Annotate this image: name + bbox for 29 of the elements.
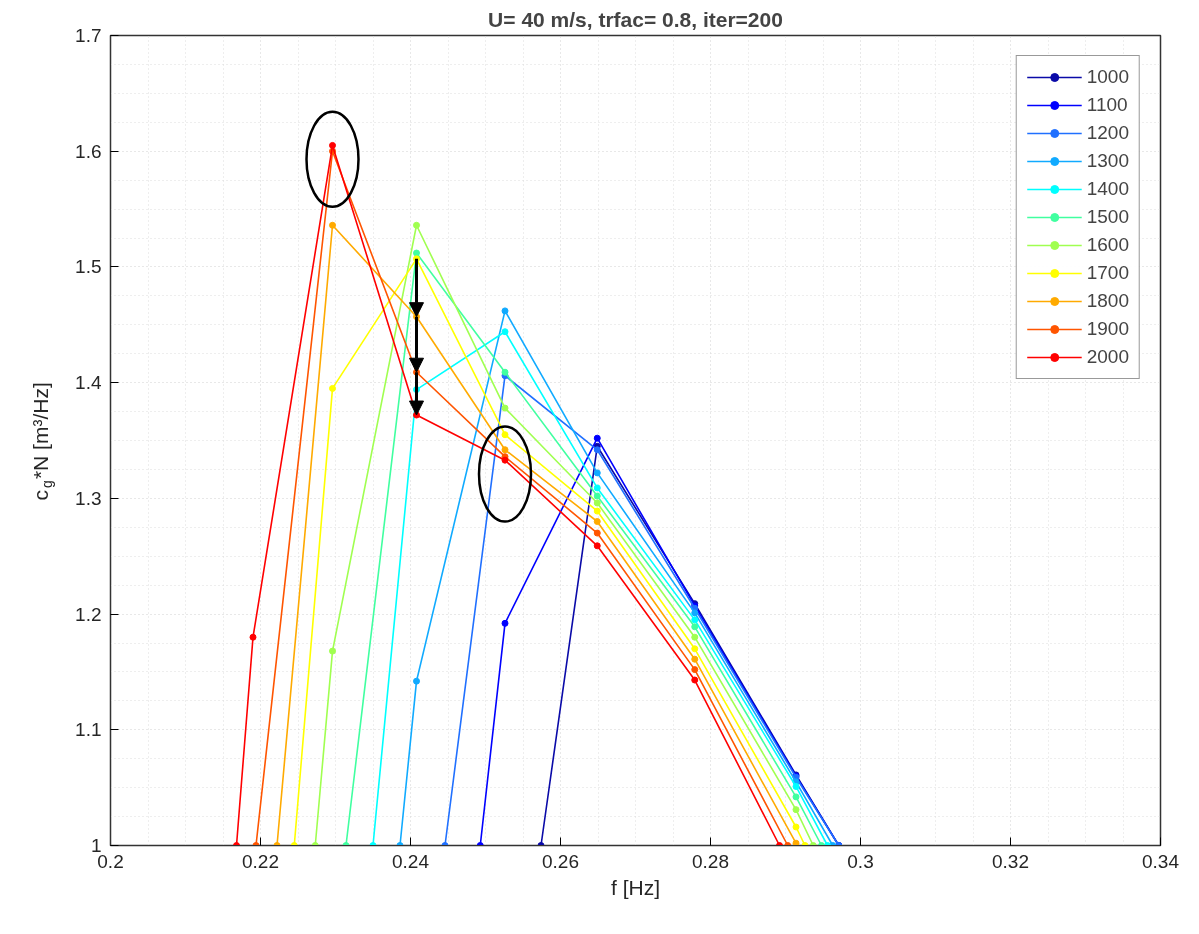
legend-label: 1400 xyxy=(1086,178,1129,200)
chart-title: U= 40 m/s, trfac= 0.8, iter=200 xyxy=(488,7,783,31)
y-tick-label: 1.3 xyxy=(75,487,102,509)
y-tick-label: 1.7 xyxy=(75,25,102,46)
x-tick-label: 0.22 xyxy=(242,850,279,872)
x-tick-label: 0.24 xyxy=(392,850,430,872)
legend-label: 1500 xyxy=(1086,206,1129,228)
legend-label: 1600 xyxy=(1086,234,1129,256)
x-tick-label: 0.26 xyxy=(542,850,579,872)
y-axis-title: cg*N [m³/Hz] xyxy=(29,382,55,501)
legend-label: 1100 xyxy=(1086,94,1128,116)
y-tick-label: 1.2 xyxy=(75,603,102,625)
y-tick-label: 1.6 xyxy=(75,140,102,162)
x-axis-title: f [Hz] xyxy=(611,875,661,899)
x-tick-label: 0.3 xyxy=(847,850,874,872)
legend-label: 1300 xyxy=(1086,150,1129,172)
y-tick-label: 1.5 xyxy=(75,256,102,278)
y-tick-label: 1.4 xyxy=(75,372,102,394)
legend-label: 1200 xyxy=(1086,122,1129,144)
x-tick-label: 0.32 xyxy=(992,850,1029,872)
legend-label: 2000 xyxy=(1086,346,1129,368)
legend-label: 1900 xyxy=(1086,318,1129,340)
y-tick-label: 1 xyxy=(90,835,102,856)
legend-label: 1000 xyxy=(1086,66,1129,88)
legend-label: 1800 xyxy=(1086,290,1129,312)
legend-label: 1700 xyxy=(1086,262,1129,284)
x-tick-label: 0.28 xyxy=(692,850,729,872)
x-tick-label: 0.34 xyxy=(1142,850,1180,872)
y-tick-label: 1.1 xyxy=(75,719,102,741)
